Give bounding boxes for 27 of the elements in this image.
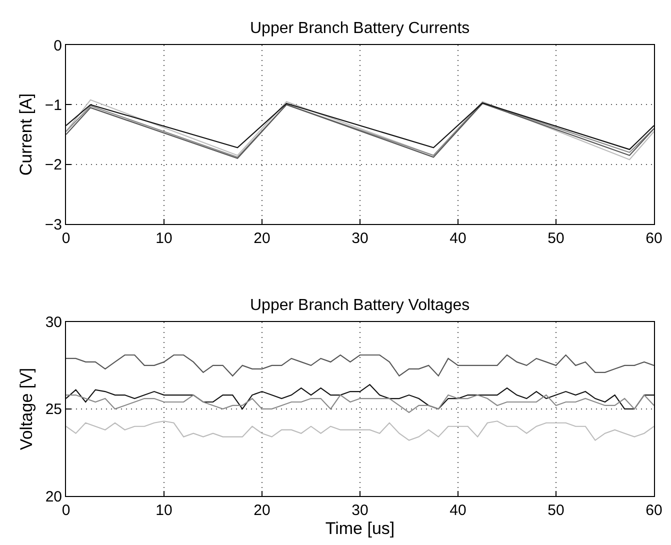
- y-axis-title: Voltage [V]: [16, 368, 36, 450]
- line-series: [66, 384, 654, 410]
- x-tick-label: 50: [548, 230, 564, 248]
- x-tick-label: 60: [646, 502, 662, 519]
- y-tick-label: 0: [54, 37, 62, 54]
- x-tick-label: 10: [156, 230, 172, 248]
- x-tick-label: 10: [156, 502, 172, 519]
- line-series: [66, 420, 654, 441]
- y-tick-label: 25: [45, 401, 62, 418]
- y-tick-label: −2: [44, 156, 62, 174]
- y-tick-label: 30: [45, 314, 62, 332]
- x-tick-label: 30: [352, 502, 368, 519]
- chart-title: Upper Branch Battery Currents: [250, 20, 470, 37]
- x-tick-label: 50: [548, 502, 564, 519]
- x-axis-title: Time [us]: [325, 519, 395, 538]
- y-tick-label: 20: [45, 488, 62, 506]
- y-tick-label: −1: [44, 96, 62, 114]
- y-axis-title: Current [A]: [16, 93, 36, 176]
- x-tick-label: 40: [450, 230, 466, 248]
- chart-title: Upper Branch Battery Voltages: [250, 297, 470, 314]
- x-tick-label: 20: [254, 502, 270, 519]
- x-tick-label: 20: [254, 230, 270, 248]
- line-series: [66, 394, 654, 413]
- x-tick-label: 60: [646, 230, 662, 248]
- x-tick-label: 30: [352, 230, 368, 248]
- x-tick-label: 40: [450, 502, 466, 519]
- y-tick-label: −3: [44, 216, 62, 234]
